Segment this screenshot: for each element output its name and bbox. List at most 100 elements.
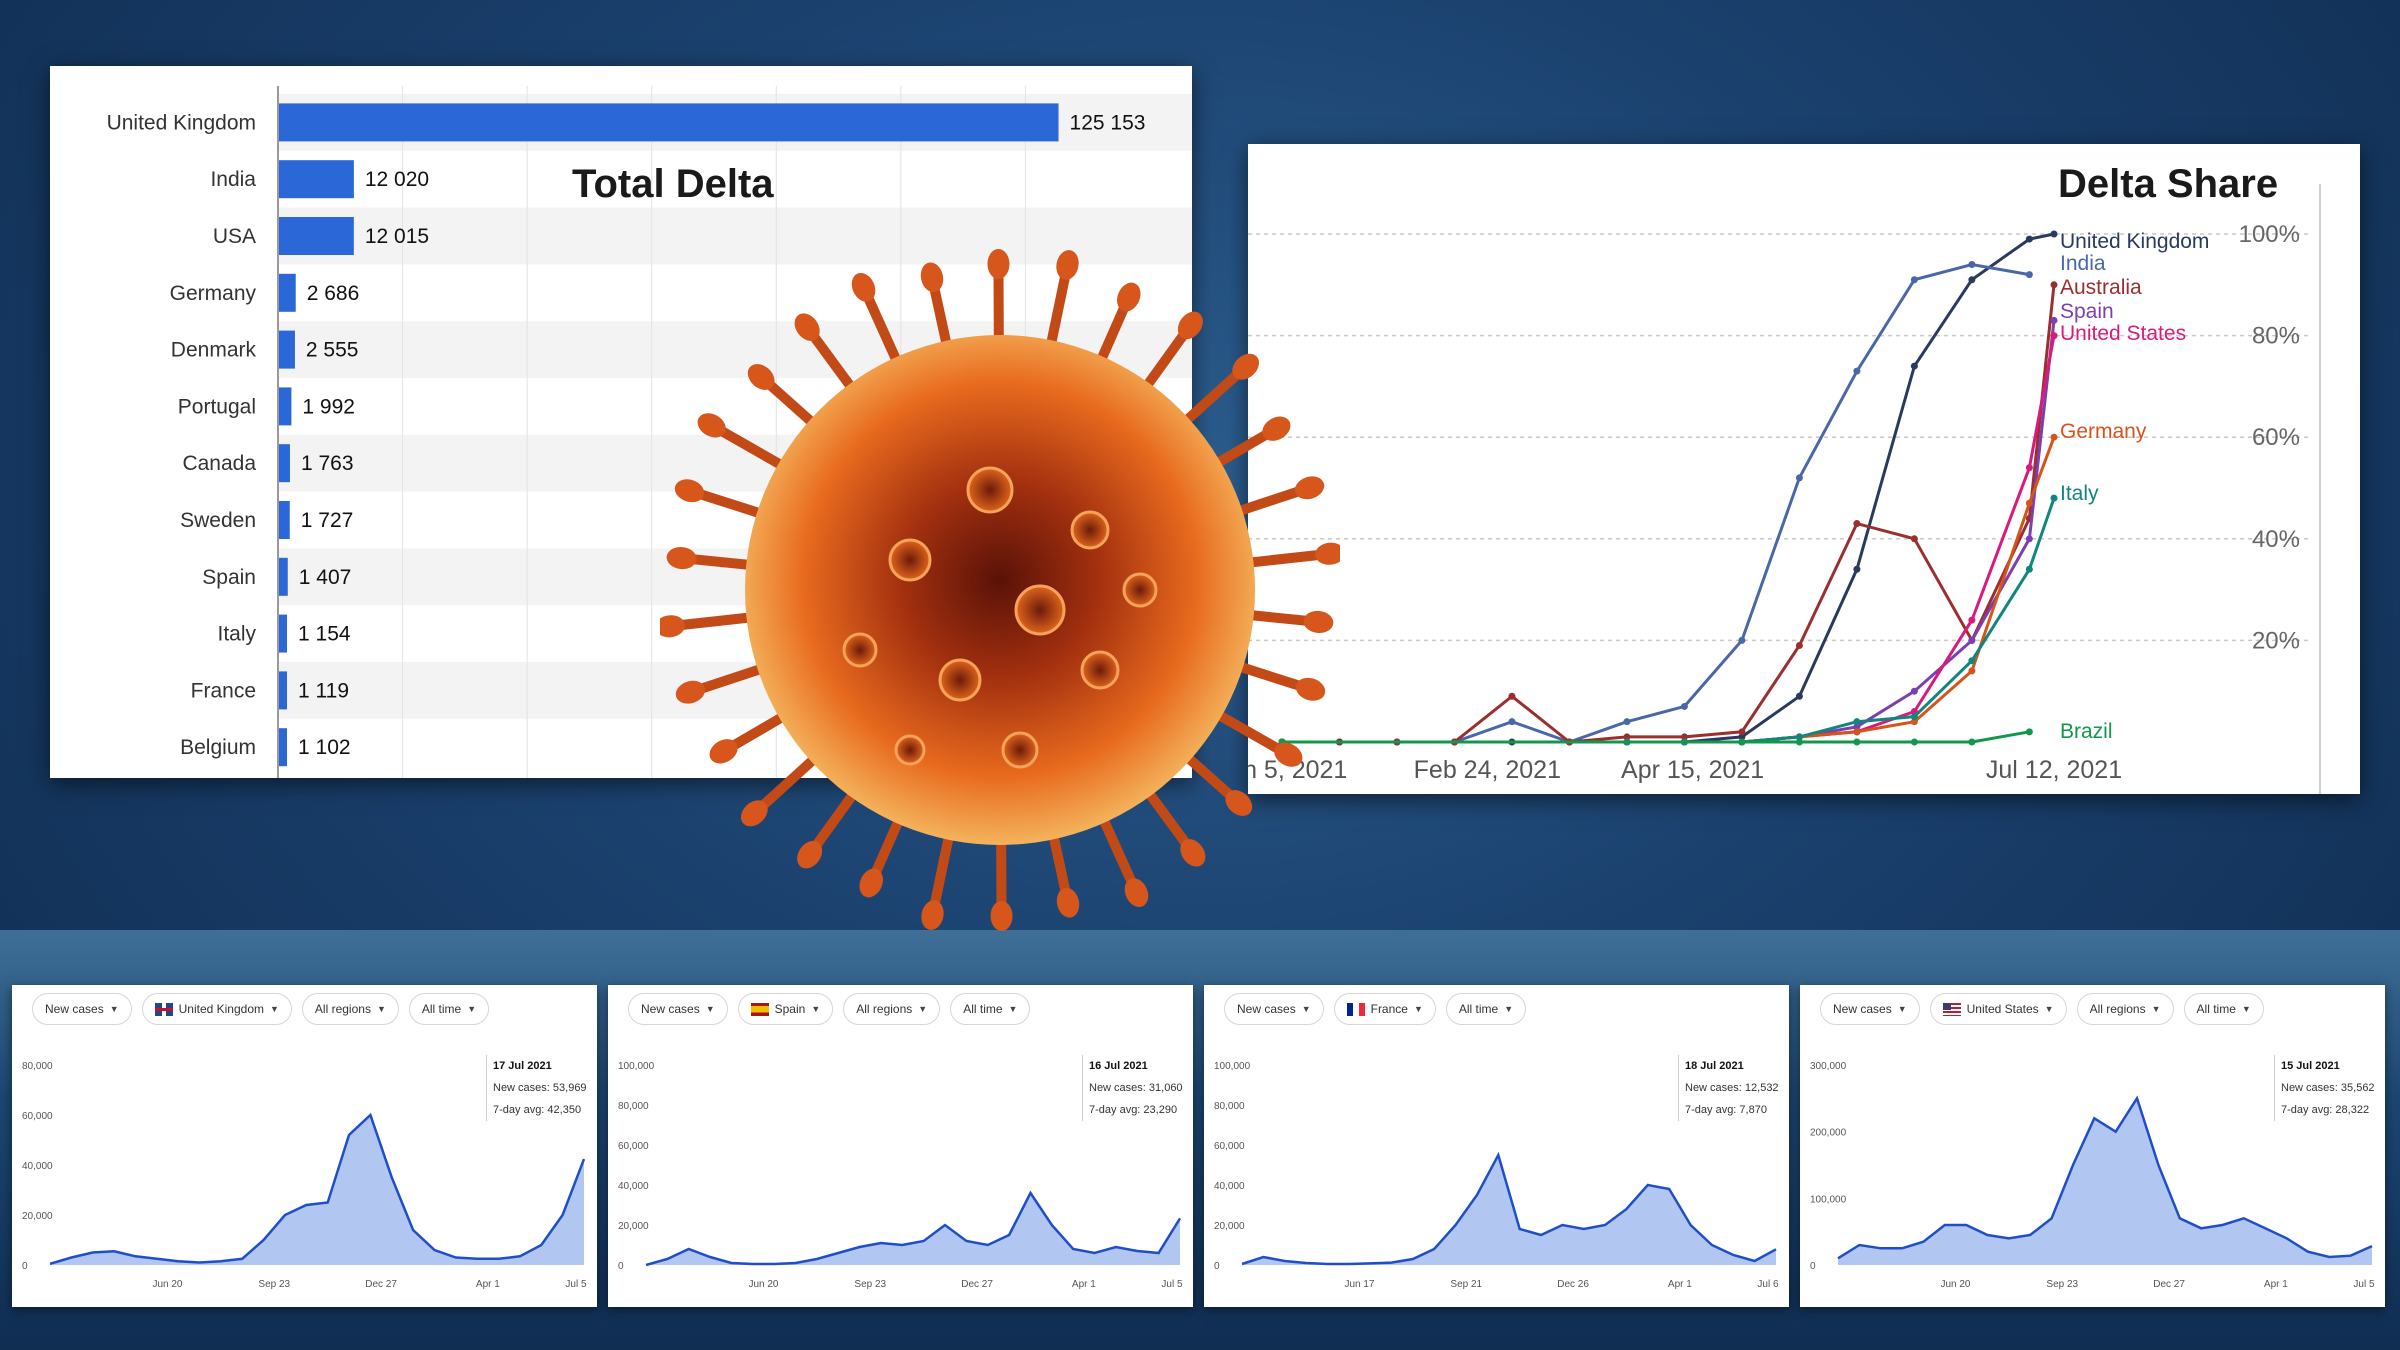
value-label: 12 020 (365, 168, 429, 191)
data-point (1910, 535, 1918, 543)
data-point (2025, 235, 2033, 243)
spike-tip (675, 680, 706, 704)
tooltip-average: 7-day avg: 23,290 (1089, 1104, 1178, 1116)
x-tick-label: Feb 24, 2021 (1414, 756, 1561, 784)
surface-protein (894, 734, 926, 766)
time-dropdown[interactable]: All time ▼ (2183, 993, 2264, 1025)
x-tick-label: Jun 17 (1344, 1279, 1374, 1290)
caret-down-icon: ▼ (2241, 1004, 2251, 1014)
data-point (1968, 260, 1976, 268)
data-point (2025, 271, 2033, 279)
time-dropdown[interactable]: All time ▼ (950, 993, 1031, 1025)
data-point (2050, 316, 2058, 324)
average-line (1837, 1095, 2373, 1260)
spike-tip (1232, 353, 1260, 380)
series-label: Germany (2060, 420, 2147, 443)
data-point (1795, 738, 1803, 746)
spike-tip (990, 900, 1013, 931)
region-dropdown[interactable]: All regions ▼ (2076, 993, 2174, 1025)
data-point (1795, 641, 1803, 649)
country-dropdown[interactable]: United States ▼ (1929, 993, 2067, 1025)
time-label: All time (421, 1002, 462, 1016)
surface-protein (1080, 650, 1120, 690)
caret-down-icon: ▼ (376, 1004, 386, 1014)
x-tick-label: Apr 1 (1072, 1279, 1096, 1290)
spike-tip (666, 547, 697, 570)
caret-down-icon: ▼ (1301, 1004, 1311, 1014)
data-point (2050, 281, 2058, 289)
x-tick-label: Apr 15, 2021 (1621, 756, 1764, 784)
spike-tip (740, 800, 768, 827)
data-point (1853, 728, 1861, 736)
tooltip-new-cases: New cases: 53,969 (493, 1082, 587, 1094)
x-tick-label: Jun 20 (748, 1279, 778, 1290)
data-point (1910, 362, 1918, 370)
time-dropdown[interactable]: All time ▼ (408, 993, 490, 1025)
spike-tip (1056, 250, 1079, 280)
y-tick-label: 100,000 (1810, 1194, 1847, 1205)
value-label: 2 555 (306, 339, 359, 362)
us-cases-panel: New cases ▼ United States ▼ All regions ▼ A… (1800, 985, 2385, 1307)
uk-toolbar: New cases ▼ United Kingdom ▼ All regions ▼ … (32, 993, 490, 1027)
caret-down-icon: ▼ (1504, 1004, 1514, 1014)
x-tick-label: Jun 20 (1940, 1279, 1970, 1290)
y-tick-label: 20% (2252, 627, 2300, 654)
spike-tip (1177, 311, 1203, 340)
time-label: All time (1458, 1002, 1499, 1016)
series-line (1282, 436, 2056, 744)
spike-tip (1056, 887, 1080, 918)
time-label: All time (2196, 1002, 2236, 1016)
caret-down-icon: ▼ (1008, 1004, 1018, 1014)
flag-uk-icon (154, 1002, 173, 1016)
x-tick-label: Dec 27 (365, 1279, 397, 1290)
x-tick-label: Jul 6 (1757, 1279, 1779, 1290)
time-dropdown[interactable]: All time ▼ (1445, 993, 1527, 1025)
data-point (1968, 616, 1976, 624)
spike-tip (1225, 790, 1253, 816)
spike-tip (1294, 476, 1325, 500)
metric-dropdown[interactable]: New cases ▼ (628, 993, 728, 1025)
surface-protein (938, 658, 982, 702)
data-point (1738, 738, 1746, 746)
y-tick-label: 100,000 (618, 1061, 655, 1072)
spike-tip (674, 479, 705, 503)
series-label: United Kingdom (2060, 230, 2209, 253)
time-label: All time (963, 1002, 1003, 1016)
spike-tip (859, 868, 883, 898)
data-point (1795, 733, 1803, 741)
y-tick-label: 80,000 (22, 1061, 53, 1072)
bar (279, 728, 287, 767)
category-label: Belgium (180, 736, 256, 759)
spike-tip (921, 900, 944, 930)
metric-dropdown[interactable]: New cases ▼ (1820, 993, 1920, 1025)
data-point (2025, 565, 2033, 573)
y-tick-label: 0 (618, 1261, 624, 1272)
country-dropdown[interactable]: France ▼ (1333, 993, 1436, 1025)
bar (279, 103, 1059, 142)
metric-dropdown[interactable]: New cases ▼ (1224, 993, 1324, 1025)
spike-tip (797, 840, 823, 869)
y-tick-label: 60,000 (22, 1111, 53, 1122)
y-tick-label: 20,000 (618, 1221, 649, 1232)
series-line (1282, 320, 2056, 744)
y-tick-label: 100% (2239, 221, 2300, 248)
category-label: Spain (202, 566, 256, 589)
data-point (1508, 718, 1516, 726)
x-tick-label: Jul 5 (1161, 1279, 1183, 1290)
data-point (1968, 657, 1976, 665)
bar (279, 160, 354, 199)
surface-protein (1122, 572, 1158, 608)
metric-dropdown[interactable]: New cases ▼ (32, 993, 132, 1025)
y-tick-label: 60,000 (1214, 1141, 1245, 1152)
category-label: Portugal (178, 395, 256, 418)
series-label: Australia (2060, 276, 2142, 299)
series-line (1282, 232, 2055, 744)
country-dropdown[interactable]: United Kingdom ▼ (141, 993, 292, 1025)
country-dropdown[interactable]: Spain ▼ (737, 993, 834, 1025)
region-dropdown[interactable]: All regions ▼ (301, 993, 399, 1025)
country-label: United States (1966, 1002, 2039, 1016)
cases-area (50, 1115, 584, 1265)
region-dropdown[interactable]: All regions ▼ (843, 993, 941, 1025)
bar (279, 671, 287, 710)
metric-label: New cases (1237, 1002, 1296, 1016)
